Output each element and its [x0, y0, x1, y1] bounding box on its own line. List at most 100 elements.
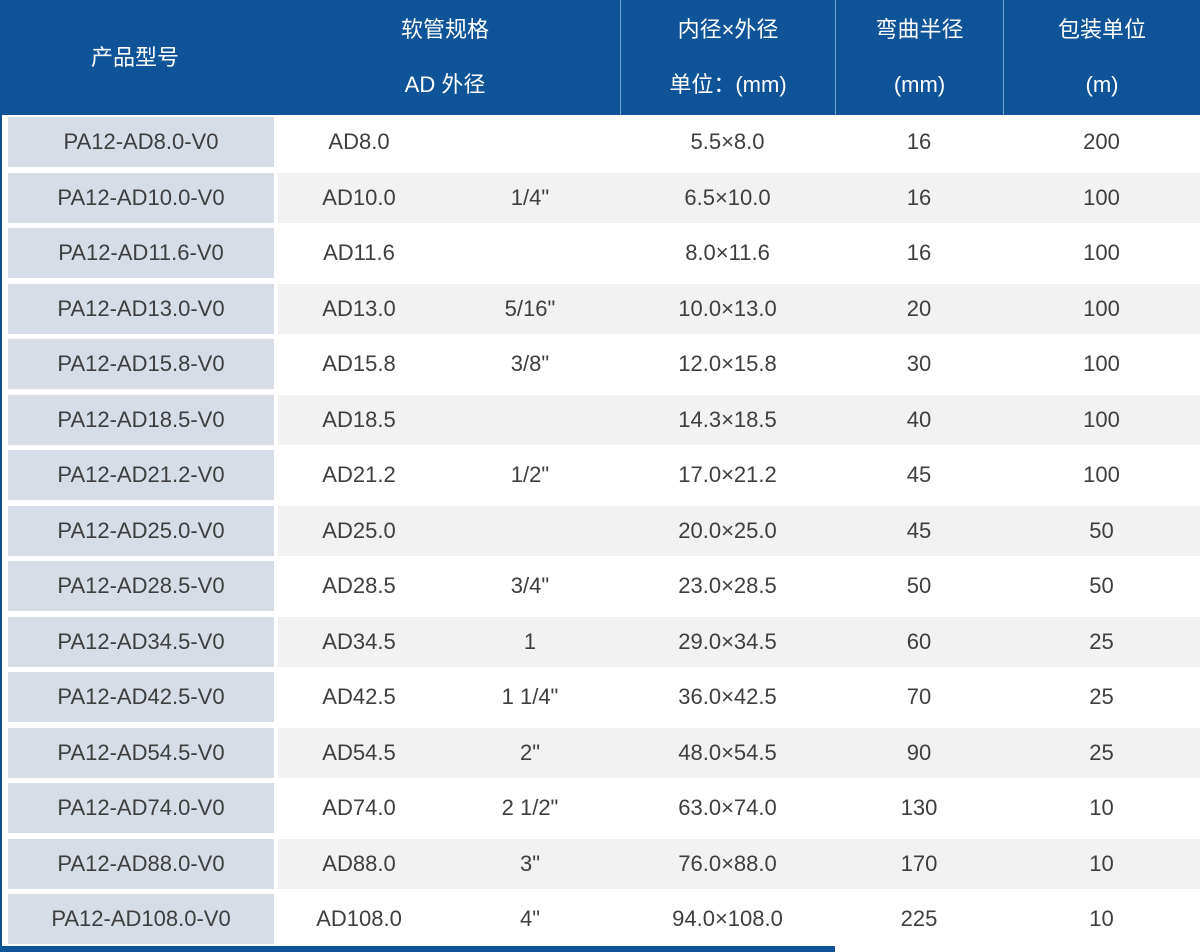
header-pack-line1: 包装单位 [1057, 17, 1146, 42]
bend-radius-cell: 50 [906, 573, 932, 598]
id-od-size-cell: 12.0×15.8 [678, 351, 777, 376]
pack-unit-cell: 10 [1089, 850, 1114, 876]
id-od-size-cell: 48.0×54.5 [678, 739, 777, 765]
model-cell-wrap: PA12-AD21.2-V0 [0, 450, 278, 500]
model-cell: PA12-AD18.5-V0 [8, 394, 274, 445]
inch-spec-cell: 1 1/4" [501, 684, 559, 709]
bend-radius-cell: 16 [906, 184, 932, 210]
inch-spec-cell: 3/8" [510, 351, 550, 376]
ad-spec-cell: AD25.0 [322, 517, 396, 543]
row-content: AD88.0 3" 76.0×88.0 170 10 [278, 838, 1200, 889]
model-cell: PA12-AD21.2-V0 [8, 450, 274, 500]
table-row: PA12-AD8.0-V0 AD8.0 5.5×8.0 16 200 [0, 117, 1200, 167]
model-cell: PA12-AD11.6-V0 [8, 228, 274, 278]
model-cell-wrap: PA12-AD18.5-V0 [0, 394, 278, 445]
id-od-size-cell: 76.0×88.0 [678, 850, 777, 876]
pack-unit-cell: 100 [1083, 240, 1120, 265]
pack-unit-cell: 100 [1083, 184, 1120, 210]
pack-unit-cell: 50 [1089, 517, 1114, 543]
bend-radius-cell: 45 [906, 517, 932, 543]
row-content: AD34.5 1 29.0×34.5 60 25 [278, 616, 1200, 667]
id-od-size-cell: 8.0×11.6 [685, 240, 770, 265]
model-cell: PA12-AD54.5-V0 [8, 727, 274, 778]
pack-unit-cell: 100 [1083, 351, 1120, 376]
model-cell: PA12-AD8.0-V0 [8, 117, 274, 167]
id-od-size-cell: 94.0×108.0 [672, 906, 783, 931]
header-col-model: 产品型号 [0, 0, 270, 115]
header-bend-line1: 弯曲半径 [875, 17, 964, 42]
model-cell: PA12-AD88.0-V0 [8, 838, 274, 889]
model-cell-wrap: PA12-AD8.0-V0 [0, 117, 278, 167]
inch-spec-cell: 3/4" [510, 573, 550, 598]
inch-spec-cell: 4" [519, 906, 541, 931]
inch-spec-cell: 2 1/2" [501, 795, 559, 820]
model-cell-wrap: PA12-AD42.5-V0 [0, 672, 278, 722]
table-row: PA12-AD88.0-V0 AD88.0 3" 76.0×88.0 170 1… [0, 838, 1200, 889]
id-od-size-cell: 20.0×25.0 [678, 517, 777, 543]
pack-unit-cell: 200 [1083, 129, 1120, 154]
row-content: AD21.2 1/2" 17.0×21.2 45 100 [278, 450, 1200, 500]
ad-spec-cell: AD88.0 [322, 850, 396, 876]
table-bottom-accent-bar [0, 946, 835, 952]
id-od-size-cell: 29.0×34.5 [678, 628, 777, 654]
bend-radius-cell: 20 [906, 295, 932, 321]
pack-unit-cell: 100 [1083, 462, 1120, 487]
table-row: PA12-AD18.5-V0 AD18.5 14.3×18.5 40 100 [0, 394, 1200, 445]
ad-spec-cell: AD18.5 [322, 406, 396, 432]
model-cell-wrap: PA12-AD10.0-V0 [0, 172, 278, 223]
model-cell: PA12-AD42.5-V0 [8, 672, 274, 722]
inch-spec-cell: 3" [519, 850, 541, 876]
header-bend-line2: (mm) [893, 72, 946, 97]
row-content: AD15.8 3/8" 12.0×15.8 30 100 [278, 339, 1200, 389]
row-content: AD25.0 20.0×25.0 45 50 [278, 505, 1200, 556]
row-content: AD108.0 4" 94.0×108.0 225 10 [278, 894, 1200, 944]
inch-spec-cell: 5/16" [504, 295, 556, 321]
model-cell: PA12-AD10.0-V0 [8, 172, 274, 223]
table-row: PA12-AD28.5-V0 AD28.5 3/4" 23.0×28.5 50 … [0, 561, 1200, 611]
ad-spec-cell: AD42.5 [322, 684, 396, 709]
ad-spec-cell: AD21.2 [322, 462, 396, 487]
header-size-line2: 单位：(mm) [669, 72, 787, 97]
model-cell-wrap: PA12-AD15.8-V0 [0, 339, 278, 389]
bend-radius-cell: 60 [906, 628, 932, 654]
model-cell: PA12-AD74.0-V0 [8, 783, 274, 833]
row-content: AD8.0 5.5×8.0 16 200 [278, 117, 1200, 167]
model-cell-wrap: PA12-AD13.0-V0 [0, 283, 278, 334]
header-size-line1: 内径×外径 [677, 17, 779, 42]
ad-spec-cell: AD10.0 [322, 184, 396, 210]
bend-radius-cell: 90 [906, 739, 932, 765]
ad-spec-cell: AD8.0 [328, 129, 390, 154]
header-col-bend-radius: 弯曲半径 (mm) [835, 0, 1003, 115]
id-od-size-cell: 6.5×10.0 [684, 184, 771, 210]
ad-spec-cell: AD28.5 [322, 573, 396, 598]
id-od-size-cell: 63.0×74.0 [678, 795, 777, 820]
pack-unit-cell: 50 [1089, 573, 1114, 598]
pack-unit-cell: 10 [1089, 795, 1114, 820]
header-model-label: 产品型号 [90, 44, 179, 70]
model-cell-wrap: PA12-AD74.0-V0 [0, 783, 278, 833]
bend-radius-cell: 225 [900, 906, 938, 931]
table-body: PA12-AD8.0-V0 AD8.0 5.5×8.0 16 200 PA12-… [0, 117, 1200, 944]
pack-unit-cell: 100 [1083, 295, 1120, 321]
id-od-size-cell: 23.0×28.5 [678, 573, 777, 598]
row-content: AD74.0 2 1/2" 63.0×74.0 130 10 [278, 783, 1200, 833]
id-od-size-cell: 17.0×21.2 [678, 462, 777, 487]
inch-spec-cell: 1/2" [510, 462, 550, 487]
header-col-pack-unit: 包装单位 (m) [1003, 0, 1200, 115]
table-row: PA12-AD10.0-V0 AD10.0 1/4" 6.5×10.0 16 1… [0, 172, 1200, 223]
inch-spec-cell: 1 [523, 628, 537, 654]
bend-radius-cell: 130 [900, 795, 938, 820]
model-cell: PA12-AD13.0-V0 [8, 283, 274, 334]
inch-spec-cell: 2" [519, 739, 541, 765]
pack-unit-cell: 10 [1089, 906, 1114, 931]
bend-radius-cell: 30 [906, 351, 932, 376]
ad-spec-cell: AD74.0 [322, 795, 396, 820]
id-od-size-cell: 5.5×8.0 [690, 129, 765, 154]
row-content: AD28.5 3/4" 23.0×28.5 50 50 [278, 561, 1200, 611]
table-row: PA12-AD15.8-V0 AD15.8 3/8" 12.0×15.8 30 … [0, 339, 1200, 389]
model-cell-wrap: PA12-AD54.5-V0 [0, 727, 278, 778]
id-od-size-cell: 36.0×42.5 [678, 684, 777, 709]
inch-spec-cell: 1/4" [510, 184, 550, 210]
row-content: AD11.6 8.0×11.6 16 100 [278, 228, 1200, 278]
